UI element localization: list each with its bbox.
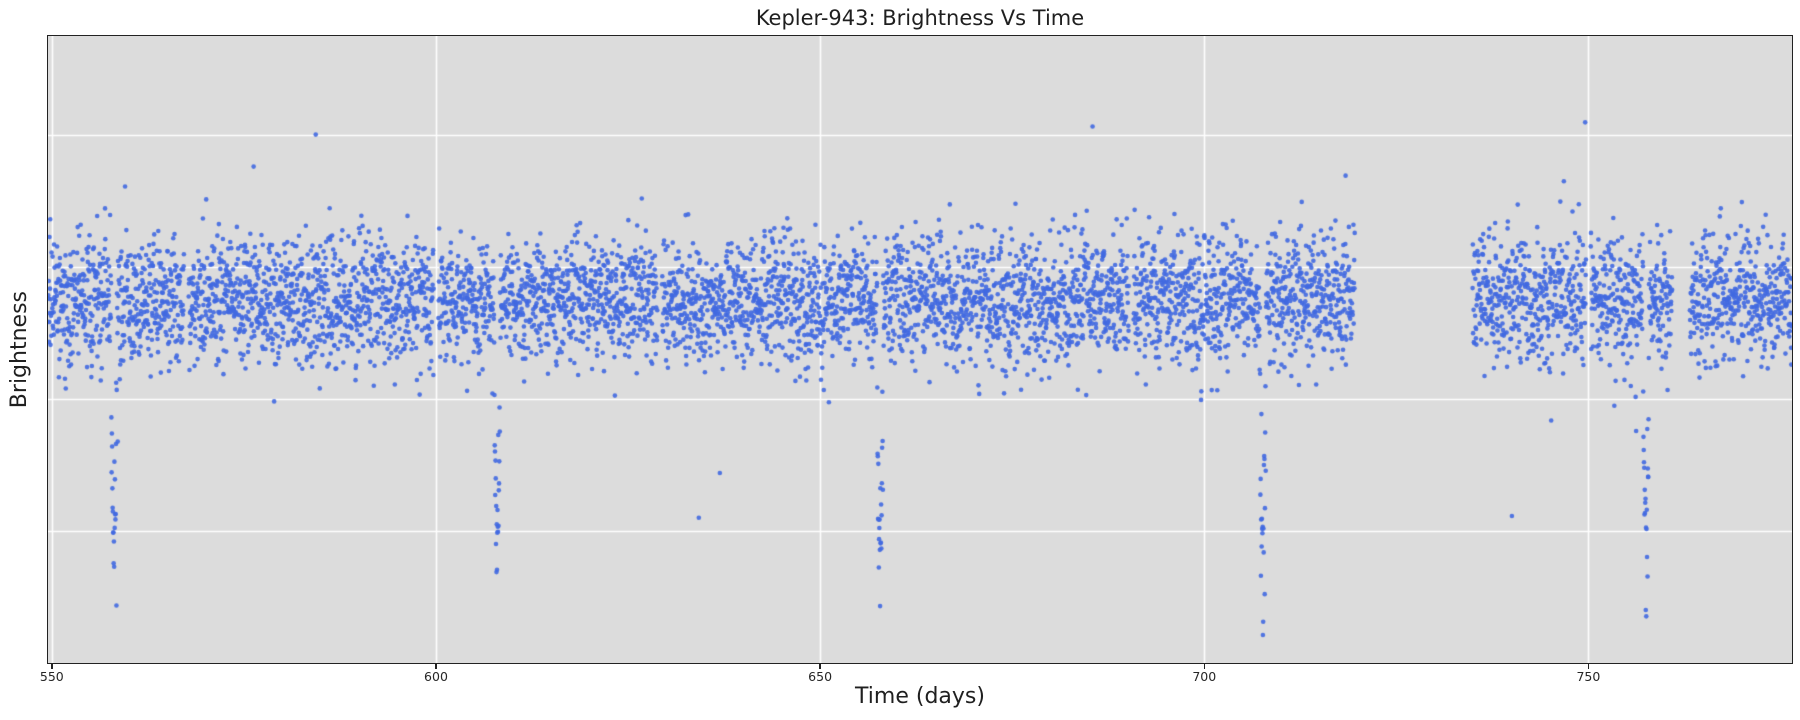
x-axis: 550 600 650 700 750 [40, 663, 1792, 687]
light-curve-canvas [47, 35, 1793, 664]
x-tick-mark [435, 664, 437, 669]
chart-title: Kepler-943: Brightness Vs Time [755, 6, 1085, 30]
x-tick-label: 700 [1192, 669, 1217, 684]
x-tick-mark [1587, 664, 1590, 669]
x-tick-label: 750 [1576, 669, 1601, 684]
x-tick-label: 600 [424, 669, 448, 684]
x-tick-mark [819, 664, 821, 669]
x-tick-label: 550 [39, 669, 64, 684]
x-tick-mark [1203, 664, 1205, 669]
y-axis: Brightness [4, 36, 34, 663]
x-tick-mark [51, 664, 53, 669]
x-tick-label: 650 [808, 669, 833, 684]
y-axis-label: Brightness [6, 290, 32, 409]
x-axis-label: Time (days) [855, 684, 985, 709]
